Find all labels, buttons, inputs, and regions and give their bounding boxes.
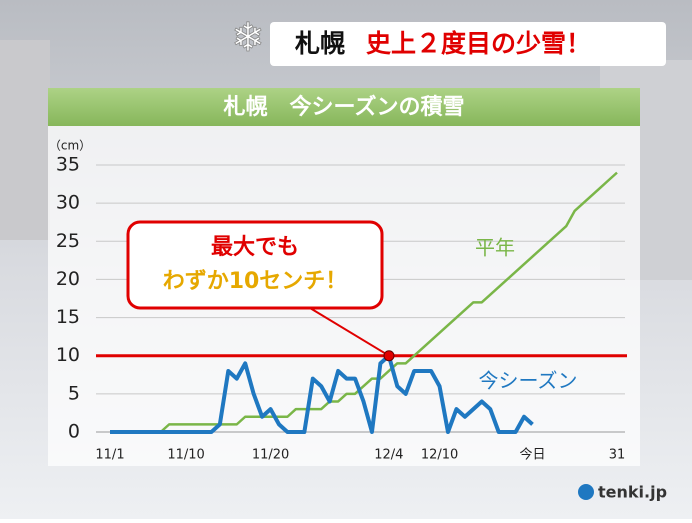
annotation-dot (383, 350, 395, 362)
snow-icon: ❄ (231, 15, 265, 61)
x-tick-label: 11/20 (252, 448, 289, 463)
y-tick-label: 25 (56, 230, 80, 252)
y-axis-label: （cm） (49, 139, 91, 153)
annotation-text: 最大でも (211, 235, 299, 260)
header-headline: 史上２度目の少雪！ (366, 29, 591, 58)
annotation-text: わずか10センチ！ (163, 269, 348, 294)
x-tick-label: 今日 (519, 447, 545, 463)
series-line (110, 171, 618, 434)
y-tick-label: 20 (56, 268, 80, 290)
title-bar (48, 88, 640, 126)
x-tick-label: 11/10 (167, 448, 204, 463)
y-tick-label: 30 (56, 192, 80, 214)
building (0, 40, 50, 240)
y-tick-label: 10 (56, 344, 80, 366)
y-tick-label: 0 (68, 421, 80, 443)
annotation-pointer (309, 307, 390, 357)
x-tick-label: 12/10 (421, 448, 458, 463)
header-box (270, 22, 666, 66)
y-tick-label: 35 (56, 154, 80, 176)
chart-title: 札幌 今シーズンの積雪 (223, 94, 465, 120)
series-line (110, 353, 534, 434)
header-city: 札幌 (294, 29, 345, 58)
annotation-box (126, 220, 384, 310)
series-label: 平年 (475, 236, 515, 260)
y-tick-label: 5 (68, 382, 80, 404)
x-tick-label: 12/4 (374, 448, 403, 463)
series-label: 今シーズン (479, 369, 578, 393)
logo: tenki.jp (598, 483, 667, 502)
x-tick-label: 31 (609, 448, 626, 463)
logo-icon (578, 484, 594, 500)
x-tick-label: 11/1 (95, 448, 124, 463)
y-tick-label: 15 (56, 306, 80, 328)
